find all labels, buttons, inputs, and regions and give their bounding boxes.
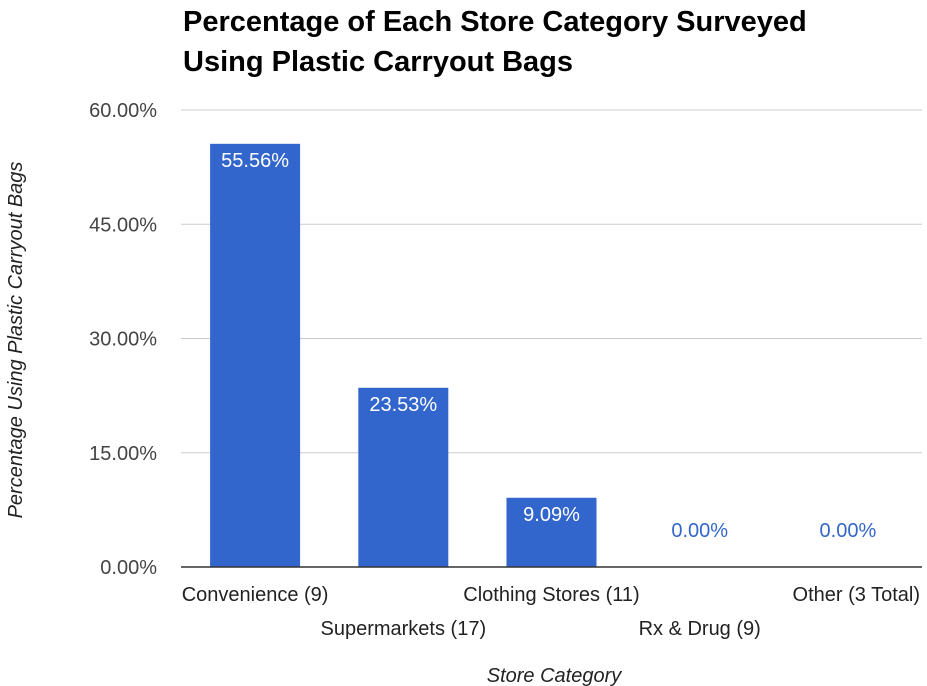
data-labels: 55.56% 23.53% 9.09% 0.00% 0.00% — [221, 150, 876, 542]
gridlines — [181, 109, 922, 454]
x-category-label: Supermarkets (17) — [320, 618, 486, 640]
data-label: 0.00% — [671, 520, 728, 542]
y-axis-label: Percentage Using Plastic Carryout Bags — [5, 162, 27, 519]
y-tick-label: 30.00% — [89, 329, 157, 351]
y-tick-label: 60.00% — [89, 100, 157, 122]
chart-title-line-2: Using Plastic Carryout Bags — [183, 46, 573, 78]
data-label: 55.56% — [221, 150, 289, 172]
bar — [506, 497, 597, 567]
bar — [210, 143, 301, 567]
data-label: 23.53% — [369, 394, 437, 416]
data-label: 9.09% — [523, 504, 580, 526]
x-axis-label: Store Category — [487, 665, 623, 686]
x-category-label: Clothing Stores (11) — [463, 584, 639, 606]
y-tick-label: 45.00% — [89, 214, 157, 236]
y-tick-label: 0.00% — [100, 557, 157, 579]
y-axis-ticks: 0.00% 15.00% 30.00% 45.00% 60.00% — [89, 100, 157, 579]
bars — [210, 143, 597, 567]
y-tick-label: 15.00% — [89, 443, 157, 465]
data-label: 0.00% — [820, 520, 877, 542]
chart-title-line-1: Percentage of Each Store Category Survey… — [183, 6, 807, 38]
x-category-label: Other (3 Total) — [793, 584, 920, 606]
bar — [358, 387, 449, 567]
x-axis-categories: Convenience (9) Supermarkets (17) Clothing… — [182, 584, 920, 640]
x-category-label: Convenience (9) — [182, 584, 329, 606]
x-category-label: Rx & Drug (9) — [639, 618, 761, 640]
